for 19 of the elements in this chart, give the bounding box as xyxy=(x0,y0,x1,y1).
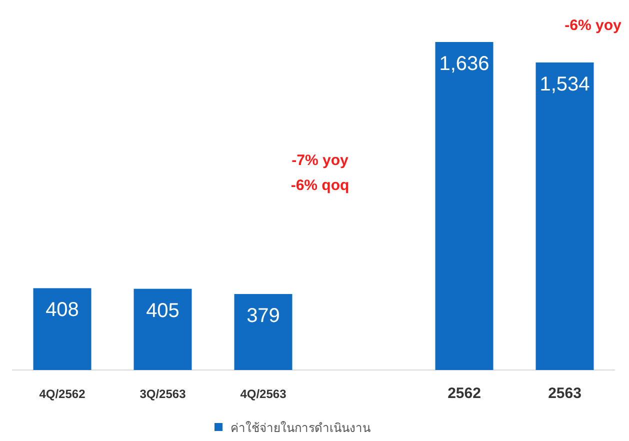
data-label: 379 xyxy=(246,305,280,328)
data-label: 1,636 xyxy=(439,53,490,75)
x-tick-label: 4Q/2563 xyxy=(240,387,287,401)
x-tick-label: 4Q/2562 xyxy=(39,387,86,401)
annotation: -7% yoy xyxy=(292,152,349,169)
legend-label: ค่าใช้จ่ายในการดำเนินงาน xyxy=(230,421,370,435)
bar xyxy=(435,42,494,370)
data-label: 405 xyxy=(146,300,180,322)
bar xyxy=(134,288,192,370)
data-label: 1,534 xyxy=(540,73,590,96)
bar xyxy=(234,294,292,370)
bar xyxy=(33,288,92,370)
x-tick-label: 2562 xyxy=(448,385,481,402)
x-tick-label: 3Q/2563 xyxy=(140,387,186,401)
x-tick-label: 2563 xyxy=(548,385,582,402)
annotation: -6% qoq xyxy=(290,177,350,194)
data-label: 408 xyxy=(46,299,79,322)
bar xyxy=(536,62,594,370)
text: -6% yoy xyxy=(564,17,622,34)
